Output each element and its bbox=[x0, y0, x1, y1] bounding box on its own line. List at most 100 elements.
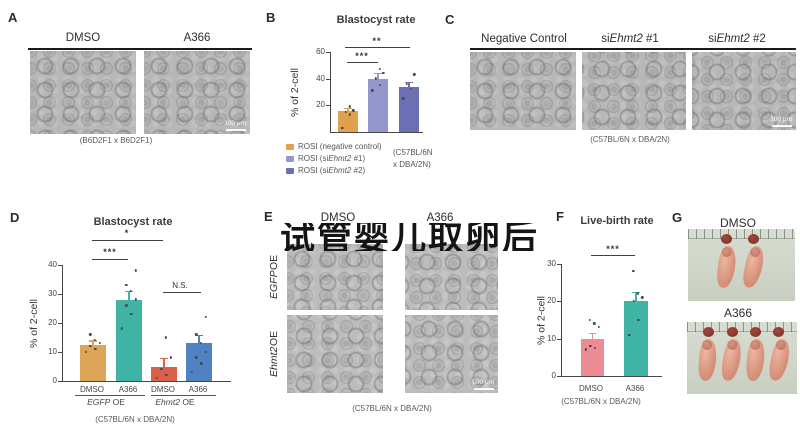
placenta bbox=[750, 327, 761, 337]
chart-b-ylabel: % of 2-cell bbox=[289, 67, 301, 117]
scale-bar-label: 500 μm bbox=[472, 379, 494, 387]
pup bbox=[697, 338, 718, 382]
panel-e-header-a366: A366 bbox=[426, 212, 454, 224]
y-tick: 0 bbox=[53, 377, 63, 385]
data-point-dot bbox=[169, 356, 173, 359]
scale-bar: 100 μm bbox=[224, 120, 246, 131]
y-tick: 10 bbox=[547, 334, 562, 343]
x-label: DMSO bbox=[80, 385, 104, 394]
data-point-dot bbox=[348, 105, 351, 108]
pup-photo-dmso bbox=[688, 229, 795, 301]
x-label: DMSO bbox=[151, 385, 175, 394]
error-bar bbox=[194, 334, 205, 353]
legend-item-negative-control: ROSI (negative control) bbox=[286, 142, 382, 151]
data-point-dot bbox=[371, 89, 374, 92]
data-point-dot bbox=[195, 356, 198, 359]
header-underline bbox=[470, 48, 796, 50]
panel-c-header-siehmt2-2: siEhmt2 #2 bbox=[708, 33, 766, 45]
data-point-dot bbox=[98, 341, 102, 345]
chart-d-ylabel: % of 2-cell bbox=[28, 298, 40, 348]
data-points bbox=[80, 265, 106, 381]
microscopy-image-siehmt2-1 bbox=[582, 52, 686, 130]
data-point-dot bbox=[204, 350, 208, 353]
panel-f-caption: (C57BL/6N x DBA/2N) bbox=[561, 397, 641, 406]
error-bar bbox=[631, 292, 642, 311]
data-point-dot bbox=[628, 333, 631, 336]
data-points bbox=[151, 265, 177, 381]
panel-a: A DMSO A366 100 μm (B6D2F1 x B6D2F1) bbox=[5, 5, 257, 200]
data-points bbox=[624, 264, 648, 376]
data-point-dot bbox=[636, 318, 640, 321]
data-point-dot bbox=[204, 315, 207, 319]
scale-bar: 100 μm bbox=[770, 116, 792, 127]
chart-f-title: Live-birth rate bbox=[580, 215, 654, 227]
data-point-dot bbox=[641, 296, 644, 299]
bar-a366 bbox=[624, 301, 648, 376]
data-point-dot bbox=[199, 341, 203, 345]
microscopy-image-egfp-a366 bbox=[405, 244, 498, 310]
panel-e: E DMSO A366 EGFP OE Ehmt2 OE 500 μm (C57… bbox=[262, 205, 545, 436]
data-point-dot bbox=[382, 71, 385, 75]
pup bbox=[715, 245, 738, 289]
error-bar bbox=[88, 340, 99, 350]
legend-swatch bbox=[286, 155, 294, 162]
bar-slot-a366 bbox=[624, 264, 648, 376]
y-tick: 20 bbox=[547, 297, 562, 305]
data-point-dot bbox=[632, 299, 635, 303]
y-tick: 60 bbox=[316, 48, 331, 56]
placenta bbox=[721, 234, 732, 244]
y-tick: 30 bbox=[48, 290, 63, 298]
error-bar bbox=[404, 82, 415, 92]
panel-a-label: A bbox=[8, 10, 18, 25]
data-points bbox=[116, 265, 142, 381]
chart-b-plot: 20 40 60 bbox=[316, 48, 423, 133]
panel-e-header-dmso: DMSO bbox=[320, 212, 356, 224]
y-tick: 40 bbox=[316, 74, 331, 83]
y-tick: 20 bbox=[48, 319, 63, 327]
group-underline bbox=[151, 395, 216, 396]
significance-label: *** bbox=[355, 51, 369, 61]
row-header-ehmt2-oe: Ehmt2 OE bbox=[268, 331, 280, 377]
data-point-dot bbox=[597, 326, 600, 329]
data-point-dot bbox=[130, 312, 133, 316]
microscopy-image-siehmt2-2: 100 μm bbox=[692, 52, 796, 130]
data-points bbox=[399, 52, 419, 132]
data-point-dot bbox=[134, 298, 138, 301]
panel-a-header-a366: A366 bbox=[183, 32, 211, 44]
data-point-dot bbox=[413, 73, 416, 76]
scale-bar-label: 100 μm bbox=[224, 120, 246, 128]
panel-c-label: C bbox=[445, 12, 455, 27]
error-bar bbox=[587, 333, 598, 345]
data-point-dot bbox=[341, 126, 344, 129]
panel-d-label: D bbox=[10, 210, 20, 225]
chart-d-plot: 0 10 20 30 40 bbox=[48, 261, 231, 385]
bar-slot-egfp-a366 bbox=[116, 265, 142, 381]
legend-swatch bbox=[286, 167, 294, 174]
significance-label: ** bbox=[372, 36, 382, 46]
panel-a-header-dmso: DMSO bbox=[65, 32, 101, 44]
data-point-dot bbox=[134, 269, 137, 272]
panel-b-chart: B Blastocyst rate % of 2-cell 20 40 60 *… bbox=[260, 5, 462, 201]
data-point-dot bbox=[593, 322, 596, 325]
data-point-dot bbox=[348, 113, 351, 116]
data-point-dot bbox=[405, 82, 409, 85]
bar-slot-dmso bbox=[581, 264, 604, 376]
significance-line bbox=[92, 259, 128, 261]
placenta bbox=[727, 327, 738, 337]
microscopy-image-ehmt2-dmso bbox=[287, 315, 383, 393]
data-point-dot bbox=[632, 270, 635, 273]
panel-e-caption: (C57BL/6N x DBA/2N) bbox=[352, 404, 432, 413]
data-point-dot bbox=[88, 333, 92, 336]
bar-slot-siehmt2-2 bbox=[399, 52, 419, 132]
data-point-dot bbox=[89, 344, 92, 348]
strain-note: (C57BL/6N x DBA/2N) bbox=[393, 148, 433, 170]
data-point-dot bbox=[352, 109, 355, 112]
data-points bbox=[338, 52, 358, 132]
data-point-dot bbox=[584, 348, 588, 351]
chart-b-title: Blastocyst rate bbox=[336, 14, 416, 26]
panel-e-label: E bbox=[264, 209, 273, 224]
x-label: A366 bbox=[188, 385, 208, 394]
error-bar bbox=[373, 72, 384, 85]
data-point-dot bbox=[378, 67, 381, 71]
placenta bbox=[703, 327, 714, 337]
